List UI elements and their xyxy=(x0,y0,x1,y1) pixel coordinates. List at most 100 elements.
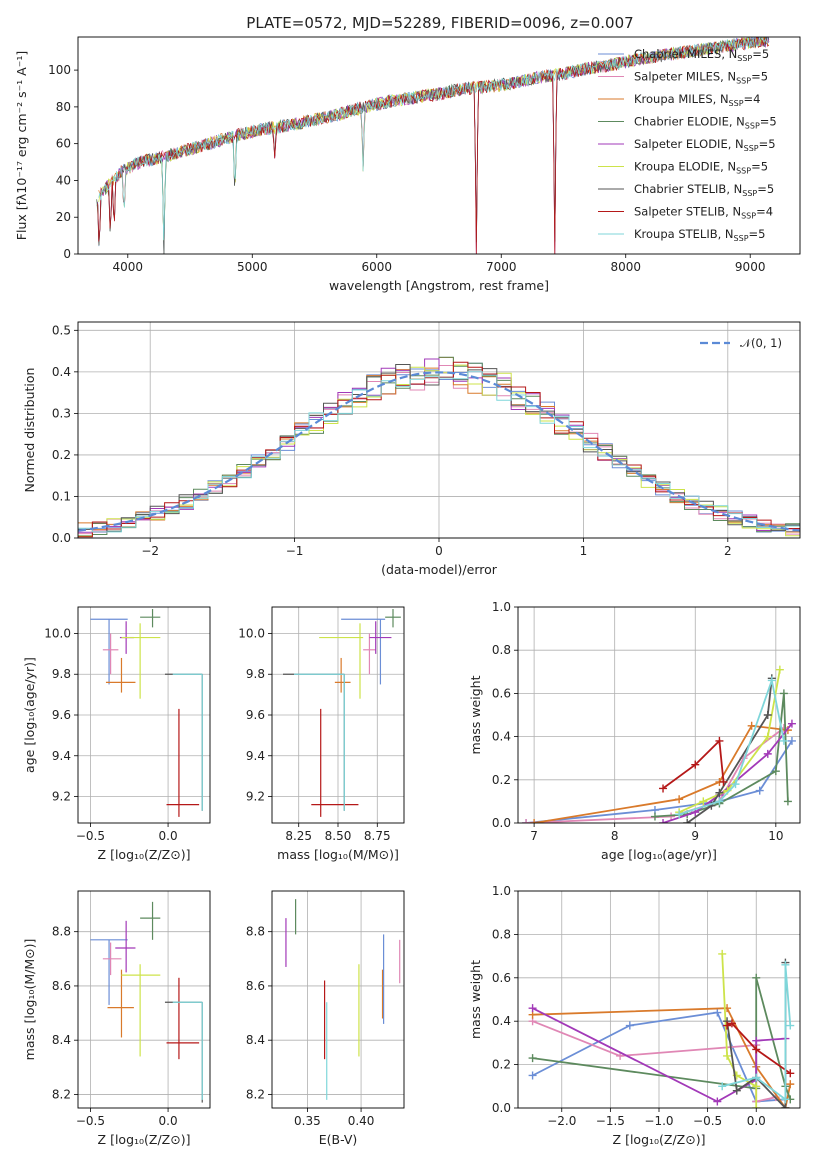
weight-marker xyxy=(715,736,724,745)
plot-area-age_vs_Z xyxy=(90,609,203,817)
weight-marker xyxy=(732,1086,741,1095)
axes-frame xyxy=(517,890,801,1109)
x-tick-label: 7 xyxy=(530,829,538,843)
figure-title: PLATE=0572, MJD=52289, FIBERID=0096, z=0… xyxy=(246,14,633,32)
axes-age_vs_Z: −0.5 0.0 9.2 9.4 9.6 9.8 10.0 Z [log₁₀(Z/Z⊙)] ag… xyxy=(22,606,211,862)
x-tick-label: 9000 xyxy=(735,260,766,274)
y-tick-label: 8.8 xyxy=(246,925,265,939)
errorbar-point xyxy=(164,673,203,811)
weight-marker xyxy=(659,819,668,823)
y-tick-label: 10.0 xyxy=(238,626,265,640)
errorbar-point xyxy=(105,657,136,693)
x-tick-label: 4000 xyxy=(113,260,144,274)
x-tick-label: 1 xyxy=(580,544,588,558)
errorbar-point xyxy=(172,673,203,811)
histogram-8 xyxy=(78,371,800,533)
weight-marker xyxy=(763,749,772,758)
x-tick-label: −1 xyxy=(286,544,304,558)
x-tick-label: −0.5 xyxy=(693,1114,722,1128)
y-tick-label: 80 xyxy=(56,100,71,114)
y-tick-label: 0.8 xyxy=(492,927,511,941)
y-tick-label: 1.0 xyxy=(492,600,511,614)
y-tick-label: 0.6 xyxy=(492,971,511,985)
y-tick-label: 40 xyxy=(56,173,71,187)
x-tick-label: −0.5 xyxy=(76,829,105,843)
histogram-4 xyxy=(78,358,800,533)
axes-weight_vs_Z: −2.0 −1.5 −1.0 −0.5 0.0 0.0 0.2 0.4 0.6 0.8 1.0 Z [… xyxy=(468,884,801,1147)
y-tick-label: 8.2 xyxy=(52,1087,71,1101)
x-tick-label: 8.75 xyxy=(364,829,391,843)
spectrum-line-8 xyxy=(98,37,769,241)
y-tick-label: 0.3 xyxy=(52,406,71,420)
y-tick-label: 0.2 xyxy=(52,448,71,462)
axes-frame xyxy=(271,890,405,1109)
weight-marker xyxy=(659,784,668,793)
x-tick-label: 0.0 xyxy=(159,829,178,843)
weight-marker xyxy=(787,719,796,728)
weight-marker xyxy=(528,1071,537,1080)
y-axis-label: mass weight xyxy=(468,960,483,1039)
x-tick-label: 10 xyxy=(768,829,783,843)
y-tick-label: 0.1 xyxy=(52,489,71,503)
weight-marker xyxy=(723,1021,732,1030)
y-tick-label: 0.8 xyxy=(492,643,511,657)
weight-marker xyxy=(781,1095,790,1104)
x-tick-label: 8000 xyxy=(610,260,641,274)
weight-marker xyxy=(691,760,700,769)
y-tick-label: 9.8 xyxy=(246,667,265,681)
axes-frame xyxy=(77,36,801,255)
weight-marker xyxy=(718,1082,727,1091)
errorbar-point xyxy=(102,633,119,675)
plot-area-weight_vs_Z xyxy=(528,949,795,1108)
x-tick-label: 0.35 xyxy=(294,1114,321,1128)
x-tick-label: −2.0 xyxy=(547,1114,576,1128)
weight-marker xyxy=(625,1021,634,1030)
y-tick-label: 9.8 xyxy=(52,667,71,681)
x-tick-label: 0 xyxy=(435,544,443,558)
weight-marker xyxy=(771,767,780,776)
weight-marker xyxy=(752,1036,761,1045)
x-tick-label: −2 xyxy=(141,544,159,558)
y-tick-label: 1.0 xyxy=(492,884,511,898)
x-tick-label: −0.5 xyxy=(76,1114,105,1128)
y-tick-label: 0.6 xyxy=(492,686,511,700)
y-tick-label: 0.4 xyxy=(492,730,511,744)
weight-marker xyxy=(723,1051,732,1060)
axes-frame xyxy=(517,606,801,824)
x-tick-label: 0.40 xyxy=(348,1114,375,1128)
weight-marker xyxy=(752,1104,761,1108)
weight-marker xyxy=(713,1008,722,1017)
weight-marker xyxy=(786,1069,795,1078)
weight-marker xyxy=(781,1104,790,1108)
weight-marker xyxy=(752,973,761,982)
x-axis-label: Z [log₁₀(Z/Z⊙)] xyxy=(613,1132,706,1147)
y-tick-label: 9.4 xyxy=(246,749,265,763)
x-tick-label: 6000 xyxy=(361,260,392,274)
y-tick-label: 0.2 xyxy=(492,1058,511,1072)
legend-entry: Salpeter MILES, NSSP=5 xyxy=(634,70,768,86)
weight-marker xyxy=(752,1045,761,1054)
y-tick-label: 9.4 xyxy=(52,749,71,763)
y-tick-label: 0.4 xyxy=(492,1014,511,1028)
y-tick-label: 9.2 xyxy=(246,790,265,804)
weight-marker xyxy=(763,732,772,741)
spectrum-legend: Chabrier MILES, NSSP=5 Salpeter MILES, NS… xyxy=(598,47,777,243)
errorbar-point xyxy=(363,633,376,675)
y-tick-label: 100 xyxy=(48,63,71,77)
weight-marker xyxy=(779,689,788,698)
weight-marker xyxy=(528,1054,537,1063)
y-tick-label: 0.4 xyxy=(52,365,71,379)
x-tick-label: 2 xyxy=(724,544,732,558)
weight-line-7 xyxy=(726,1022,791,1075)
y-axis-label: Normed distribution xyxy=(22,368,37,493)
weight-marker xyxy=(783,797,792,806)
plot-area-spectrum xyxy=(96,37,770,254)
errorbar-point xyxy=(102,942,122,976)
normal-curve xyxy=(78,371,800,532)
axes-residuals: −2 −1 0 1 2 0.0 0.1 0.2 0.3 0.4 0.5 (data-model)/er… xyxy=(22,321,801,577)
y-tick-label: 0.0 xyxy=(52,531,71,545)
histogram-6 xyxy=(78,364,800,532)
errorbar-point xyxy=(341,618,386,685)
legend-entry: Salpeter ELODIE, NSSP=5 xyxy=(634,137,776,153)
